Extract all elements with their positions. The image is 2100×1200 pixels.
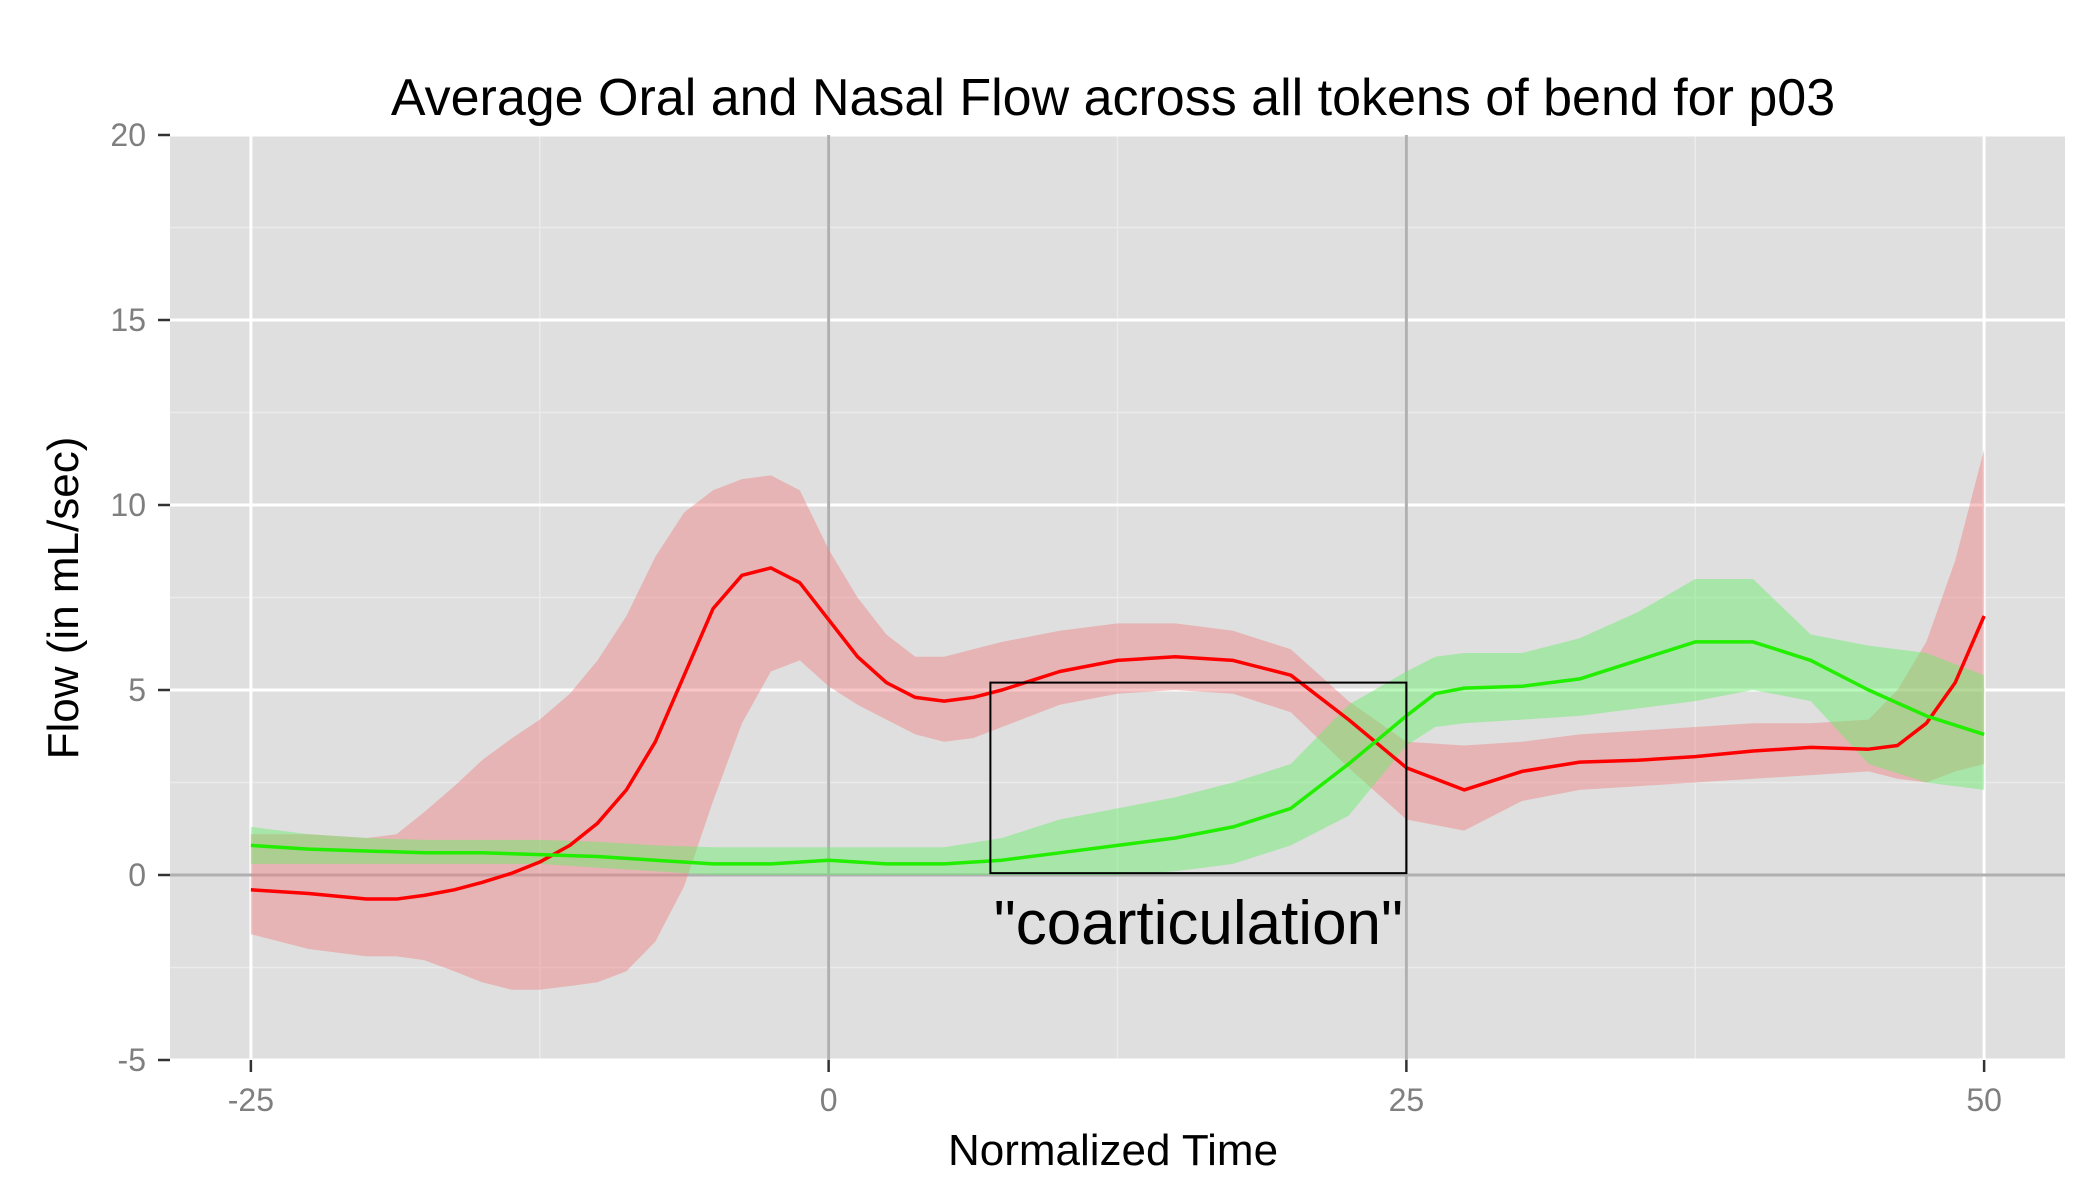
y-tick-label: 20 <box>110 117 146 153</box>
series-lines <box>250 566 1986 901</box>
x-tick-label: 50 <box>1966 1082 2002 1118</box>
annotation: "coarticulation" <box>989 681 1408 958</box>
x-tick-label: 25 <box>1389 1082 1425 1118</box>
annotation-box <box>989 681 1408 875</box>
axes: -25 0 25 50 -5 0 5 10 15 20 <box>110 117 2002 1118</box>
y-tick-label: 10 <box>110 487 146 523</box>
reference-lines <box>170 135 2065 1060</box>
confidence-band-green <box>250 579 1985 875</box>
series-line-red <box>250 566 1986 901</box>
series-line-green <box>250 640 1985 866</box>
y-tick-label: 5 <box>128 672 146 708</box>
grid-minor <box>170 135 2065 1060</box>
y-axis-title: Flow (in mL/sec) <box>39 437 88 760</box>
x-tick-label: 0 <box>820 1082 838 1118</box>
annotation-label: "coarticulation" <box>994 889 1403 958</box>
y-tick-label: 0 <box>128 857 146 893</box>
y-tick-label: -5 <box>118 1042 146 1078</box>
x-axis-title: Normalized Time <box>948 1126 1278 1175</box>
chart-title: Average Oral and Nasal Flow across all t… <box>391 69 1835 127</box>
confidence-band-red <box>250 449 1985 990</box>
x-tick-label: -25 <box>228 1082 274 1118</box>
y-tick-label: 15 <box>110 302 146 338</box>
confidence-bands <box>250 449 1985 990</box>
